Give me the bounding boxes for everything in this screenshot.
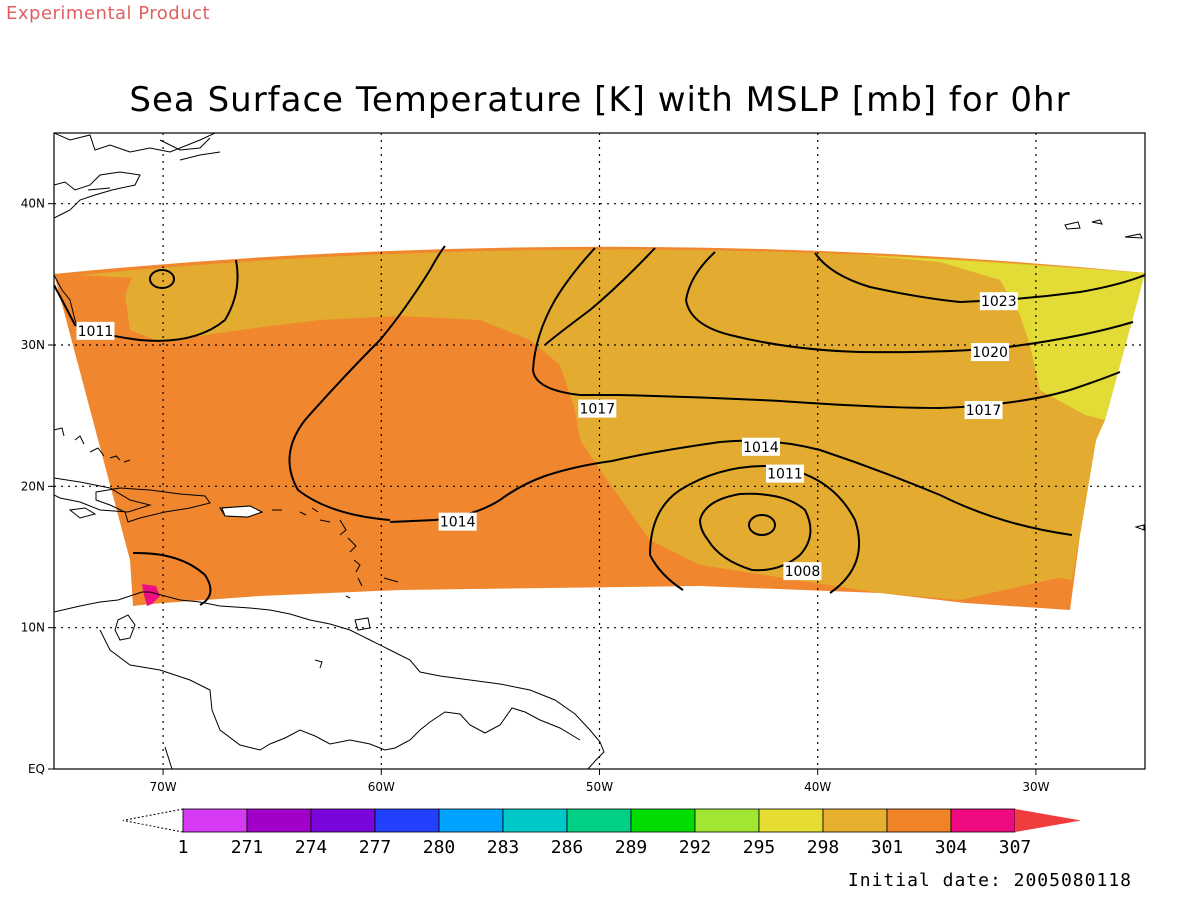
colorbar-swatch <box>374 808 440 833</box>
contour-label-bg <box>578 399 617 418</box>
sst-region-cool <box>860 255 1145 420</box>
contour-label-bg <box>783 562 822 581</box>
colorbar-label: 298 <box>807 837 840 858</box>
contour-label-bg <box>438 512 477 531</box>
lat-lon-grid <box>54 133 1145 769</box>
lat-tick-label: 10N <box>21 621 45 635</box>
contour-1014-west-tail <box>389 439 1073 536</box>
contour-1023 <box>814 252 1145 304</box>
island-puerto-rico-fill <box>221 505 264 518</box>
contour-label-bg <box>971 343 1010 362</box>
contour-label: 1017 <box>966 403 1002 419</box>
colorbar-swatch <box>758 808 824 833</box>
contour-label: 1011 <box>78 324 114 340</box>
colorbar-label: 280 <box>423 837 456 858</box>
colorbar-swatch <box>822 808 888 833</box>
coast-azores <box>1064 219 1145 531</box>
colorbar-swatch <box>886 808 952 833</box>
coast-trinidad <box>314 617 371 669</box>
map-title: Sea Surface Temperature [K] with MSLP [m… <box>129 80 1071 120</box>
lat-tick-label: 20N <box>21 479 45 493</box>
contour-labels: 1011 1017 1023 1020 1017 1014 1011 1014 1008 <box>76 292 1018 581</box>
sst-region-mid <box>80 249 1145 600</box>
coast-south-america <box>54 591 605 769</box>
sst-region-hot <box>142 584 160 606</box>
contour-label-bg <box>765 464 804 483</box>
contour-label-bg <box>741 437 780 456</box>
coast-south-america-interior <box>99 629 581 769</box>
colorbar-label: 277 <box>359 837 392 858</box>
coast-hispaniola <box>95 487 211 523</box>
colorbar-label: 301 <box>871 837 904 858</box>
colorbar-left-arrow <box>122 808 184 833</box>
contour-label-bg <box>76 321 115 340</box>
colorbar-swatch <box>502 808 568 833</box>
contour-1014-west <box>288 245 446 521</box>
colorbar-label: 283 <box>487 837 520 858</box>
colorbar-swatch <box>310 808 376 833</box>
contour-label-bg <box>964 401 1003 420</box>
coast-jamaica <box>68 507 97 519</box>
contour-label: 1014 <box>743 440 779 456</box>
coast-canada-islands <box>87 137 221 191</box>
colorbar-label: 307 <box>999 837 1032 858</box>
colorbar-swatch <box>438 808 504 833</box>
contour-1011-low-left <box>649 554 684 591</box>
coastlines <box>54 133 1145 769</box>
experimental-product-label: Experimental Product <box>6 3 211 24</box>
lat-tick-label: 40N <box>21 197 45 211</box>
colorbar-label: 304 <box>935 837 968 858</box>
mslp-contours <box>54 245 1145 606</box>
lon-tick-label: 50W <box>586 780 613 794</box>
lon-tick-label: 40W <box>804 780 831 794</box>
coast-cuba <box>54 477 152 513</box>
colorbar-swatch <box>694 808 760 833</box>
colorbar-label: 271 <box>231 837 264 858</box>
lon-tick-label: 60W <box>368 780 395 794</box>
contour-low-center <box>748 514 776 536</box>
coast-lake-maracaibo <box>114 614 136 641</box>
coast-bahamas <box>54 427 131 463</box>
colorbar-swatch <box>950 808 1016 833</box>
colorbar-swatch <box>182 808 248 833</box>
map-axes: 70W 60W 50W 40W 30W EQ 10N 20N 30N 40N <box>21 197 1050 794</box>
contour-1008 <box>698 492 812 572</box>
initial-date-label: Initial date: 2005080118 <box>847 870 1132 891</box>
islands-fill <box>221 505 264 518</box>
lon-tick-label: 30W <box>1022 780 1049 794</box>
contour-1020 <box>544 247 1134 354</box>
colorbar-label: 286 <box>551 837 584 858</box>
coast-lesser-antilles <box>311 507 399 599</box>
contour-label: 1020 <box>972 345 1008 361</box>
colorbar-label: 292 <box>679 837 712 858</box>
contour-1017 <box>531 247 1121 410</box>
colorbar-label: 289 <box>615 837 648 858</box>
colorbar-label: 274 <box>295 837 328 858</box>
contour-label: 1014 <box>440 515 476 531</box>
colorbar: 1 271 274 277 280 283 286 289 292 295 298 301 304 307 <box>122 808 1081 858</box>
colorbar-swatch <box>630 808 696 833</box>
contour-label: 1017 <box>579 402 615 418</box>
lat-tick-label: EQ <box>28 762 45 776</box>
colorbar-swatch <box>246 808 312 833</box>
contour-1011-west <box>54 259 239 342</box>
lon-tick-label: 70W <box>150 780 177 794</box>
contour-label-bg <box>979 292 1018 311</box>
colorbar-swatch <box>566 808 632 833</box>
contour-sw <box>132 551 212 606</box>
colorbar-right-arrow <box>1015 809 1081 832</box>
colorbar-label: 1 <box>178 837 189 858</box>
contour-label: 1011 <box>767 467 803 483</box>
contour-small-circle <box>149 269 175 289</box>
lat-tick-label: 30N <box>21 338 45 352</box>
colorbar-label: 295 <box>743 837 776 858</box>
contour-label: 1023 <box>981 294 1017 310</box>
contour-label: 1008 <box>785 564 821 580</box>
